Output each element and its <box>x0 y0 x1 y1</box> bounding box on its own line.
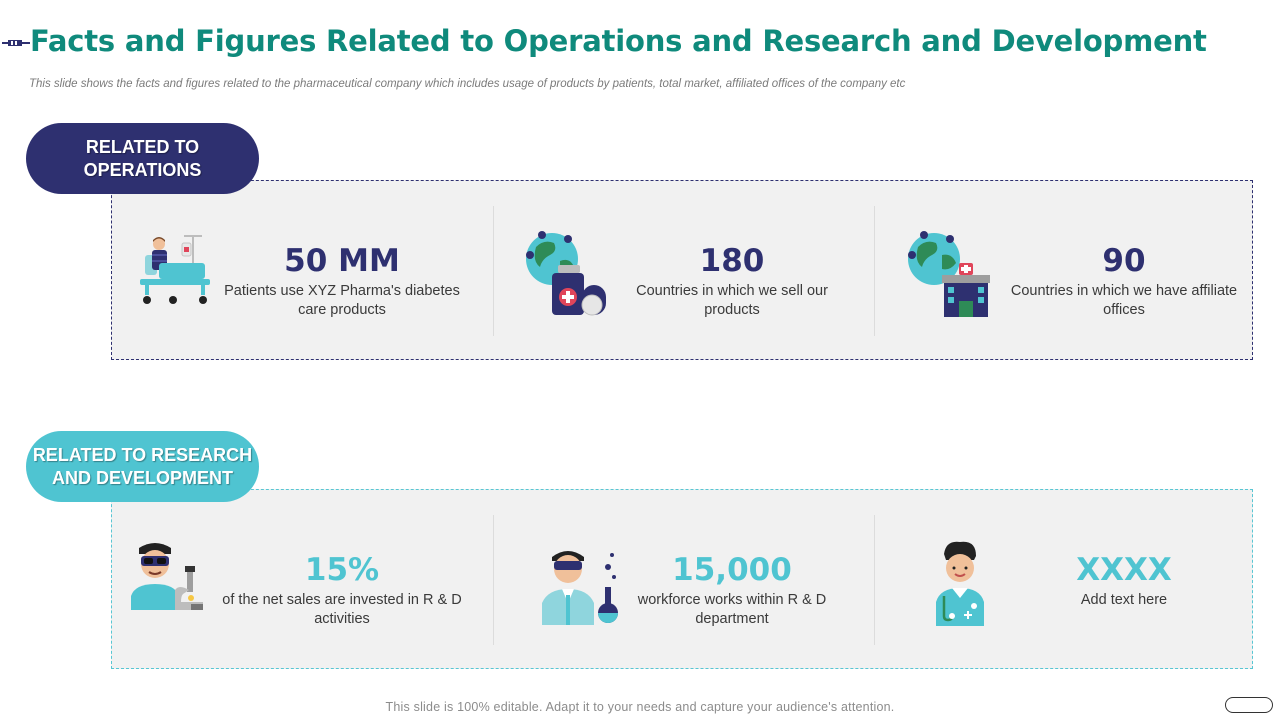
stat-value: 15% <box>304 552 380 588</box>
stat-net-sales-invested: 15% of the net sales are invested in R &… <box>222 552 462 629</box>
doctor-stethoscope-icon <box>936 541 984 626</box>
stat-value: 50 MM <box>284 243 400 279</box>
stat-description: Countries in which we have affiliate off… <box>1010 283 1238 318</box>
corner-pill <box>1225 697 1273 713</box>
stat-description: Countries in which we sell our products <box>636 283 828 318</box>
stat-description: of the net sales are invested in R & D a… <box>222 592 462 627</box>
stat-workforce: 15,000 workforce works within R & D depa… <box>612 552 852 629</box>
stat-value: 180 <box>699 243 765 279</box>
stat-description: Patients use XYZ Pharma's diabetes care … <box>224 283 460 318</box>
stat-value: 15,000 <box>672 552 792 588</box>
research-panel: 15% of the net sales are invested in R &… <box>111 489 1253 669</box>
stat-countries-sell: 180 Countries in which we sell our produ… <box>612 243 852 320</box>
stat-placeholder: XXXX Add text here <box>1004 552 1244 610</box>
stat-affiliate-offices: 90 Countries in which we have affiliate … <box>1004 243 1244 320</box>
scientist-flask-icon <box>542 551 618 625</box>
research-label: RELATED TO RESEARCH AND DEVELOPMENT <box>26 431 259 502</box>
stat-patients: 50 MM Patients use XYZ Pharma's diabetes… <box>222 243 462 320</box>
divider <box>874 206 875 336</box>
divider <box>493 515 494 645</box>
stat-description: workforce works within R & D department <box>637 592 827 627</box>
operations-label: RELATED TO OPERATIONS <box>26 123 259 194</box>
divider <box>493 206 494 336</box>
stat-description: Add text here <box>1080 592 1168 608</box>
operations-panel: 50 MM Patients use XYZ Pharma's diabetes… <box>111 180 1253 360</box>
footer-note: This slide is 100% editable. Adapt it to… <box>385 700 895 714</box>
stat-value: 90 <box>1102 243 1146 279</box>
page-title: Facts and Figures Related to Operations … <box>30 24 1207 58</box>
globe-hospital-icon <box>908 231 990 317</box>
patient-bed-icon <box>140 235 210 304</box>
divider <box>874 515 875 645</box>
globe-medicine-icon <box>526 231 606 316</box>
researcher-microscope-icon <box>131 543 203 610</box>
stat-value: XXXX <box>1076 552 1172 588</box>
syringe-icon <box>2 40 30 46</box>
page-subtitle: This slide shows the facts and figures r… <box>29 78 906 90</box>
